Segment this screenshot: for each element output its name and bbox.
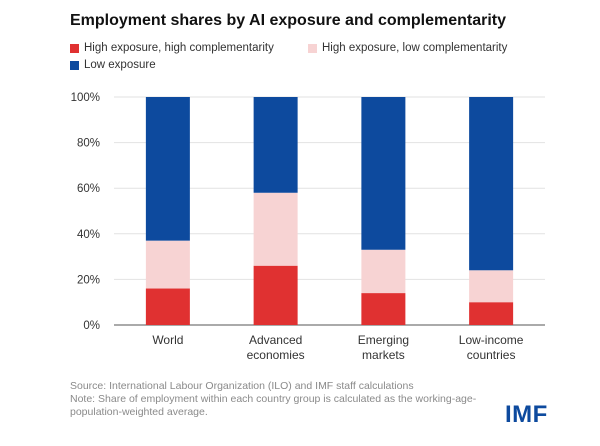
method-note: Note: Share of employment within each co… bbox=[70, 393, 477, 418]
chart-title: Employment shares by AI exposure and com… bbox=[70, 12, 506, 29]
legend-swatch-high-low bbox=[308, 43, 317, 53]
bar-segment bbox=[253, 97, 298, 193]
x-tick-label: countries bbox=[467, 348, 516, 362]
bar-segment bbox=[361, 97, 406, 250]
x-tick-label: economies bbox=[247, 348, 305, 362]
legend-label-high-low: High exposure, low complementarity bbox=[322, 42, 508, 54]
legend-item-low: Low exposure bbox=[70, 59, 156, 71]
legend-item-high-low: High exposure, low complementarity bbox=[308, 42, 507, 54]
legend-swatch-low bbox=[70, 60, 79, 70]
x-tick-label: World bbox=[152, 333, 183, 347]
y-tick-label: 20% bbox=[77, 274, 100, 286]
legend-item-high-high: High exposure, high complementarity bbox=[70, 42, 274, 54]
y-tick-label: 40% bbox=[77, 229, 100, 241]
legend-swatch-high-high bbox=[70, 43, 79, 53]
legend-label-low: Low exposure bbox=[84, 59, 156, 71]
bar-segment bbox=[253, 192, 298, 266]
x-tick-label: markets bbox=[362, 348, 405, 362]
y-tick-label: 100% bbox=[71, 92, 100, 104]
y-tick-label: 0% bbox=[83, 320, 100, 332]
bar-segment bbox=[361, 249, 406, 294]
legend-label-high-high: High exposure, high complementarity bbox=[84, 42, 274, 54]
chart-footer: Source: International Labour Organizatio… bbox=[70, 380, 490, 419]
bar-segment bbox=[253, 265, 298, 325]
x-tick-label: Low-income bbox=[459, 333, 524, 347]
source-note: Source: International Labour Organizatio… bbox=[70, 380, 414, 392]
bar-segment bbox=[145, 97, 190, 241]
bar-segment bbox=[469, 270, 514, 303]
imf-logo: IMF bbox=[505, 401, 548, 428]
y-tick-label: 60% bbox=[77, 183, 100, 195]
bar-segment bbox=[145, 288, 190, 325]
y-tick-label: 80% bbox=[77, 138, 100, 150]
bar-segment bbox=[469, 302, 514, 325]
bar-segment bbox=[361, 293, 406, 325]
x-tick-label: Emerging bbox=[358, 333, 409, 347]
bar-segment bbox=[469, 97, 514, 271]
bar-segment bbox=[145, 240, 190, 289]
stacked-bar-chart: 0% 20% 40% 60% 80% 100% World Advancedeconomies… bbox=[71, 92, 545, 362]
x-tick-label: Advanced bbox=[249, 333, 302, 347]
